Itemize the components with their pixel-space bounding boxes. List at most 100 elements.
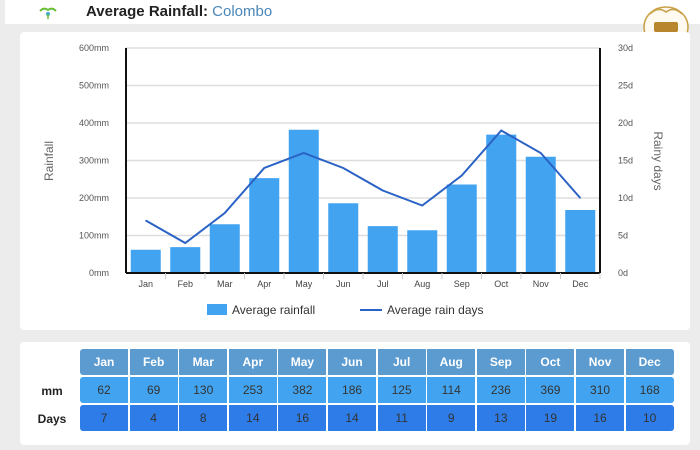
row-label-days: Days bbox=[37, 412, 67, 426]
table-mm-cell: 168 bbox=[625, 377, 674, 403]
y2-tick-label: 30d bbox=[618, 43, 633, 53]
y2-tick-label: 20d bbox=[618, 118, 633, 128]
x-tick-label: Apr bbox=[257, 279, 271, 289]
table-header-cell: Dec bbox=[625, 349, 674, 375]
title-prefix: Average Rainfall: bbox=[86, 3, 208, 20]
table-days-cell: 8 bbox=[179, 405, 228, 431]
x-tick-label: Mar bbox=[217, 279, 233, 289]
rain-days-point-dec[interactable] bbox=[579, 197, 581, 199]
rain-days-point-apr[interactable] bbox=[263, 167, 265, 169]
rain-days-point-may[interactable] bbox=[303, 152, 305, 154]
rain-days-point-jun[interactable] bbox=[342, 167, 344, 169]
x-tick-label: Nov bbox=[533, 279, 550, 289]
y-axis-label: Rainfall bbox=[42, 141, 56, 181]
bar-apr[interactable] bbox=[249, 178, 280, 273]
table-days-cell: 14 bbox=[328, 405, 377, 431]
table-mm-cell: 62 bbox=[80, 377, 129, 403]
rain-days-point-oct[interactable] bbox=[500, 130, 502, 131]
table-days-cell: 11 bbox=[377, 405, 426, 431]
rain-days-point-nov[interactable] bbox=[540, 152, 542, 154]
bar-mar[interactable] bbox=[209, 224, 240, 273]
table-header-cell: Jun bbox=[328, 349, 377, 375]
legend: Average rainfall Average rain days bbox=[207, 303, 484, 317]
table-mm-cell: 382 bbox=[278, 377, 327, 403]
title-city: Colombo bbox=[212, 3, 273, 20]
y2-tick-label: 5d bbox=[618, 231, 628, 241]
y2-axis-label: Rainy days bbox=[651, 131, 665, 190]
bar-aug[interactable] bbox=[407, 230, 438, 273]
bar-jul[interactable] bbox=[367, 226, 398, 273]
rain-days-point-jan[interactable] bbox=[145, 220, 147, 221]
legend-raindays-label: Average rain days bbox=[387, 303, 484, 317]
legend-rainfall-label: Average rainfall bbox=[232, 303, 315, 317]
y2-tick-label: 0d bbox=[618, 268, 628, 278]
bar-nov[interactable] bbox=[525, 156, 556, 273]
y-tick-label: 500mm bbox=[79, 81, 109, 91]
table-mm-cell: 369 bbox=[526, 377, 575, 403]
table-header-cell: Aug bbox=[427, 349, 476, 375]
x-tick-label: Oct bbox=[494, 279, 509, 289]
bar-dec[interactable] bbox=[565, 210, 596, 273]
table-mm-cell: 69 bbox=[129, 377, 178, 403]
table-mm-cell: 186 bbox=[328, 377, 377, 403]
table-header-cell: Feb bbox=[129, 349, 178, 375]
table-mm-cell: 125 bbox=[377, 377, 426, 403]
table-header-cell: May bbox=[278, 349, 327, 375]
rain-days-point-aug[interactable] bbox=[421, 205, 423, 206]
table-header-cell: Nov bbox=[576, 349, 625, 375]
rain-days-point-sep[interactable] bbox=[461, 175, 463, 176]
table-mm-cell: 236 bbox=[476, 377, 525, 403]
bar-may[interactable] bbox=[288, 129, 319, 273]
x-tick-label: Jul bbox=[377, 279, 389, 289]
rain-days-point-jul[interactable] bbox=[382, 190, 384, 191]
table-days-cell: 16 bbox=[278, 405, 327, 431]
y-tick-label: 100mm bbox=[79, 231, 109, 241]
x-tick-label: Jan bbox=[138, 279, 153, 289]
bar-sep[interactable] bbox=[446, 184, 477, 274]
table-days-cell: 10 bbox=[625, 405, 674, 431]
rain-days-line bbox=[145, 129, 582, 245]
bar-oct[interactable] bbox=[486, 134, 517, 273]
y-tick-label: 400mm bbox=[79, 118, 109, 128]
bar-jun[interactable] bbox=[328, 203, 359, 273]
chart-card: 0mm 100mm 200mm 300mm 400mm 500mm 600mm 0d 5d 10… bbox=[20, 32, 690, 330]
y-tick-label: 200mm bbox=[79, 193, 109, 203]
y2-tick-label: 15d bbox=[618, 156, 633, 166]
page-title: Average Rainfall: Colombo bbox=[86, 3, 272, 20]
y2-tick-label: 10d bbox=[618, 193, 633, 203]
table-header-cell: Apr bbox=[228, 349, 277, 375]
bar-feb[interactable] bbox=[170, 247, 201, 273]
climate-table: Jan Feb Mar Apr May Jun Jul Aug Sep Oct Nov Dec 62 69… bbox=[20, 342, 690, 445]
title-bar: Average Rainfall: Colombo bbox=[5, 0, 700, 24]
x-tick-label: May bbox=[295, 279, 313, 289]
table-days-cell: 4 bbox=[129, 405, 178, 431]
table-days-cell: 14 bbox=[228, 405, 277, 431]
x-tick-label: Feb bbox=[177, 279, 193, 289]
table-days-cell: 13 bbox=[476, 405, 525, 431]
x-tick-label: Jun bbox=[336, 279, 351, 289]
x-tick-label: Sep bbox=[454, 279, 470, 289]
y-tick-label: 600mm bbox=[79, 43, 109, 53]
y2-tick-label: 25d bbox=[618, 81, 633, 91]
table-mm-cell: 130 bbox=[179, 377, 228, 403]
x-tick-label: Dec bbox=[572, 279, 589, 289]
table-days-cell: 16 bbox=[576, 405, 625, 431]
table-mm-cell: 114 bbox=[427, 377, 476, 403]
table-header-cell: Sep bbox=[476, 349, 525, 375]
table-mm-cell: 253 bbox=[228, 377, 277, 403]
site-logo-icon bbox=[39, 7, 57, 19]
legend-rainfall-swatch bbox=[207, 304, 227, 315]
rain-days-point-mar[interactable] bbox=[224, 212, 226, 214]
table-header-cell: Jul bbox=[377, 349, 426, 375]
table-header-cell: Oct bbox=[526, 349, 575, 375]
table-header-cell: Mar bbox=[179, 349, 228, 375]
rain-days-point-feb[interactable] bbox=[184, 242, 186, 244]
bar-jan[interactable] bbox=[130, 249, 161, 273]
table-mm-cell: 310 bbox=[576, 377, 625, 403]
x-tick-label: Aug bbox=[414, 279, 430, 289]
table-header-cell: Jan bbox=[80, 349, 129, 375]
table-days-cell: 9 bbox=[427, 405, 476, 431]
row-label-mm: mm bbox=[41, 384, 63, 398]
table-days-cell: 7 bbox=[80, 405, 129, 431]
y-tick-label: 300mm bbox=[79, 156, 109, 166]
